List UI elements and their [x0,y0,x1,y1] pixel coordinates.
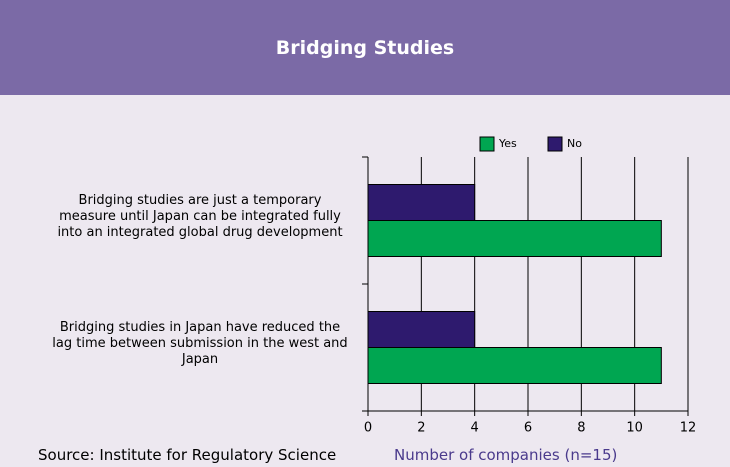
source-note: Source: Institute for Regulatory Science [38,446,337,464]
legend-swatch [547,136,563,152]
category-label: Bridging studies in Japan have reduced t… [52,319,348,367]
x-tick-label: 4 [471,421,479,436]
x-tick-label: 6 [524,421,532,436]
legend-label: No [567,137,582,150]
x-tick-label: 10 [626,421,643,436]
bar [367,311,476,348]
legend-swatch [479,136,495,152]
x-tick-label: 8 [577,421,585,436]
category-label: Bridging studies are just a temporary me… [57,192,343,240]
x-tick-label: 0 [364,421,372,436]
legend-label: Yes [498,137,517,150]
bar [367,347,662,384]
bar [367,220,662,257]
x-tick-label: 2 [417,421,425,436]
bar [367,184,476,221]
x-axis-label: Number of companies (n=15) [394,446,618,464]
chart-title: Bridging Studies [0,0,730,95]
x-tick-label: 12 [680,421,697,436]
